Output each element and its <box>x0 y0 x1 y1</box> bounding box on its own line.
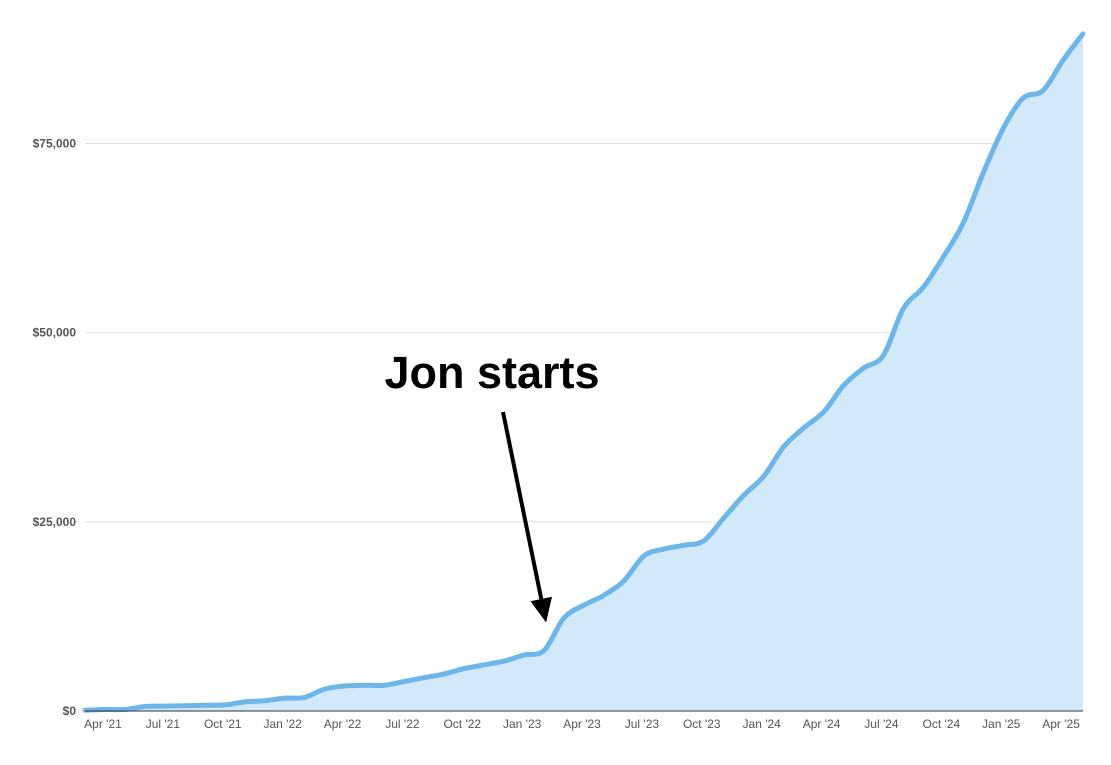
annotation-arrow-shaft <box>501 411 544 600</box>
x-tick-label: Apr '23 <box>563 717 601 731</box>
x-tick-label: Apr '21 <box>84 717 122 731</box>
annotation-arrow-head <box>530 596 552 623</box>
y-tick-label: $50,000 <box>33 326 77 340</box>
x-tick-label: Oct '22 <box>443 717 481 731</box>
x-tick-label: Apr '25 <box>1042 717 1080 731</box>
x-tick-label: Jul '23 <box>625 717 660 731</box>
x-tick-label: Oct '23 <box>683 717 721 731</box>
x-tick-label: Oct '24 <box>922 717 960 731</box>
x-axis: Apr '21 Jul '21 Oct '21 Jan '22 Apr '22 Jul '… <box>84 717 1080 731</box>
area-fill <box>85 33 1083 712</box>
x-tick-label: Oct '21 <box>204 717 242 731</box>
x-tick-label: Jul '22 <box>385 717 420 731</box>
series-line <box>82 31 1086 713</box>
x-tick-label: Jul '21 <box>146 717 181 731</box>
annotation-label: Jon starts <box>384 347 599 398</box>
x-tick-label: Jan '24 <box>743 717 782 731</box>
y-tick-label: $75,000 <box>33 137 77 151</box>
x-tick-label: Jan '22 <box>263 717 302 731</box>
x-tick-label: Jul '24 <box>864 717 899 731</box>
y-axis: $0 $25,000 $50,000 $75,000 <box>33 137 77 719</box>
x-tick-label: Jan '25 <box>982 717 1021 731</box>
x-tick-label: Jan '23 <box>503 717 542 731</box>
y-tick-label: $0 <box>63 704 77 718</box>
y-tick-label: $25,000 <box>33 515 77 529</box>
x-tick-label: Apr '22 <box>324 717 362 731</box>
annotation: Jon starts <box>384 347 600 623</box>
x-tick-label: Apr '24 <box>803 717 841 731</box>
